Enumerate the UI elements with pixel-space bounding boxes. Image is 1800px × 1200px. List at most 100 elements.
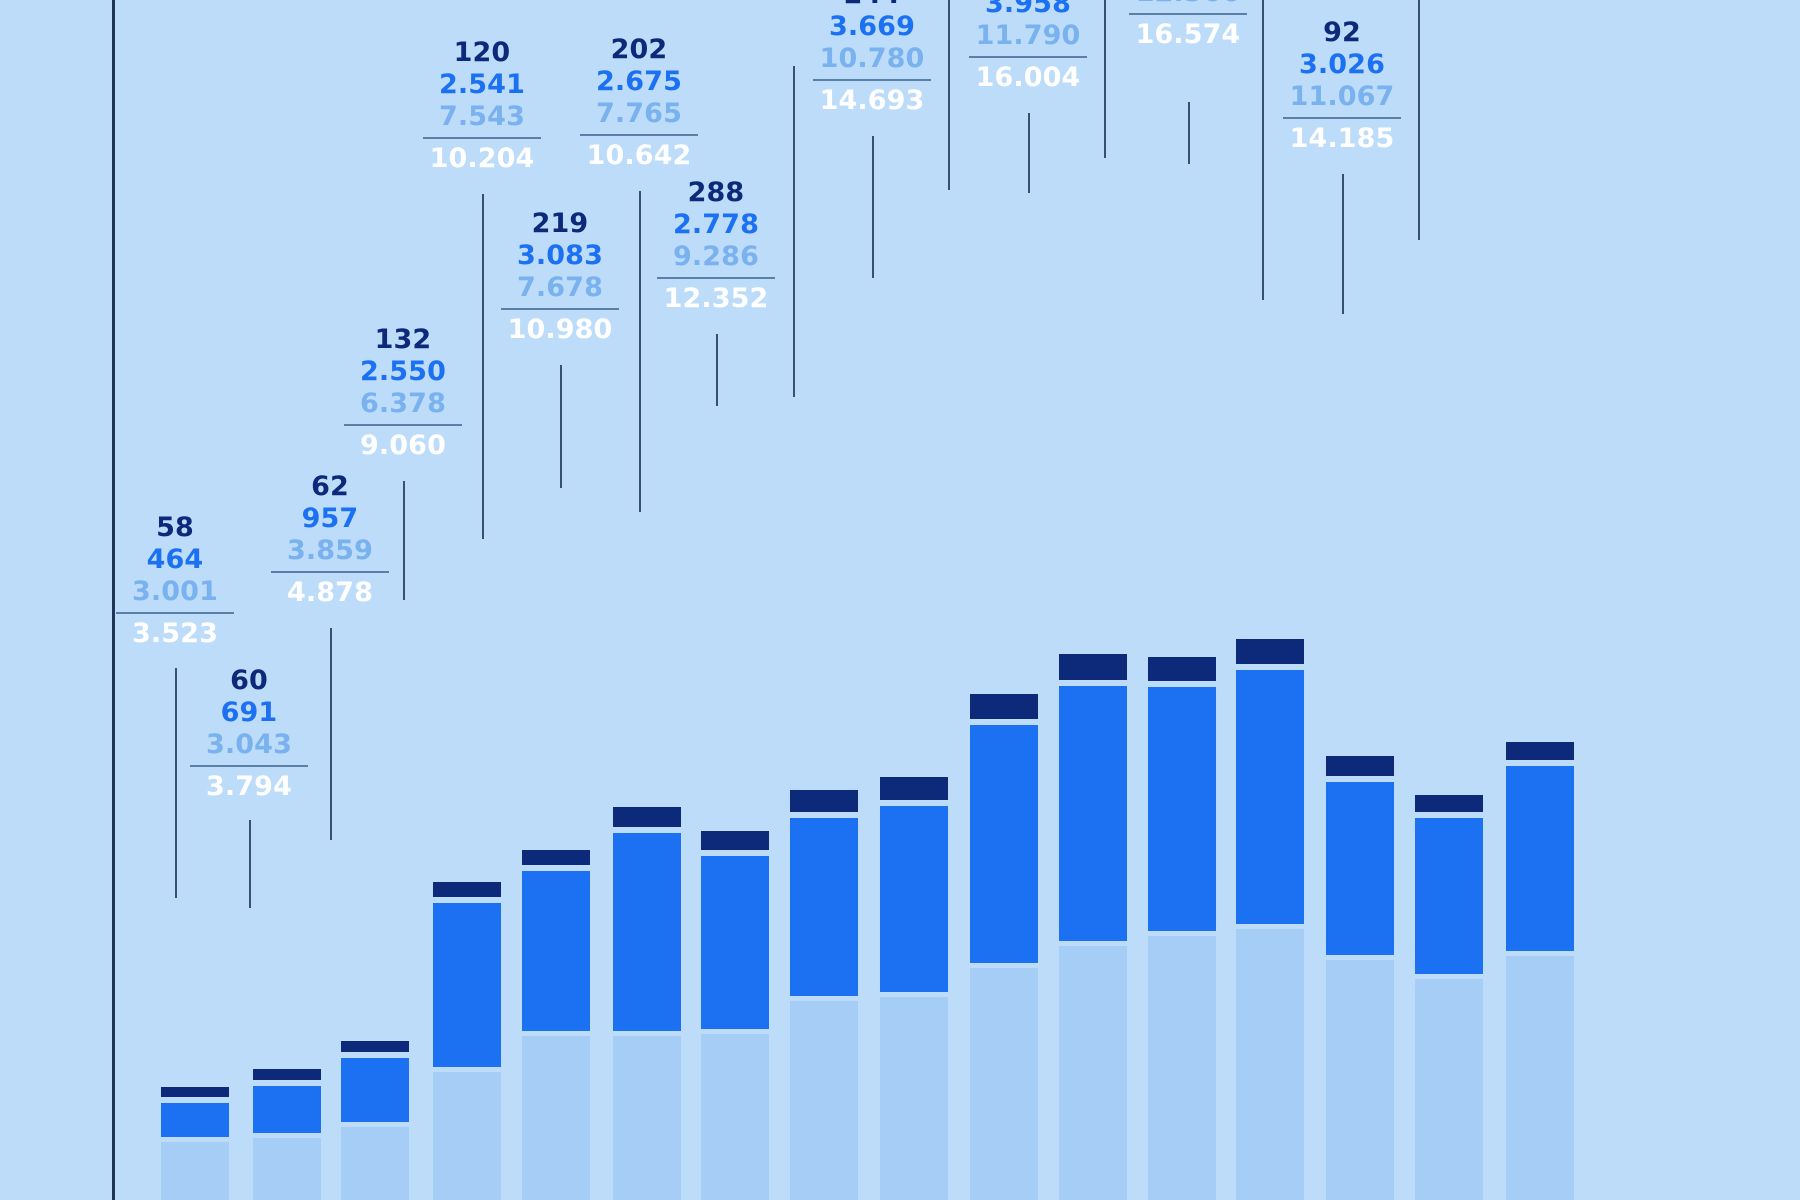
value-label-dark: 92: [1323, 17, 1361, 48]
value-label-light: 7.765: [596, 97, 682, 129]
value-label-light: 12.566: [1078, 0, 1298, 9]
bar-segment-dark: [433, 882, 501, 897]
value-label-dark: 288: [687, 177, 745, 208]
bar-segment-light: [1415, 979, 1483, 1200]
bar-segment-dark: [253, 1069, 321, 1080]
bar-segment-dark: [1148, 657, 1216, 681]
leader-line: [639, 191, 641, 512]
value-label-dark: 202: [610, 34, 668, 65]
value-label-mid: 2.778: [673, 208, 759, 240]
bar-segment-light: [1059, 946, 1127, 1200]
label-divider-rule: [501, 307, 619, 310]
bar-segment-light: [1148, 936, 1216, 1200]
value-label-total: 9.060: [360, 429, 446, 461]
value-label-mid: 691: [220, 696, 278, 728]
bar-segment-light: [970, 968, 1038, 1200]
stacked-bar[interactable]: [253, 1066, 321, 1200]
bar-segment-dark: [880, 777, 948, 800]
value-label-light: 7.678: [517, 271, 603, 303]
leader-line: [1188, 102, 1190, 164]
bar-segment-mid: [1415, 818, 1483, 974]
bar-value-label-group: 62 957 3.859 4.878: [220, 471, 440, 608]
stacked-bar[interactable]: [161, 1084, 229, 1200]
bar-segment-mid: [341, 1058, 409, 1122]
value-label-mid: 957: [301, 502, 359, 534]
label-divider-rule: [580, 133, 698, 136]
bar-value-label-group: 202 2.675 7.765 10.642: [529, 34, 749, 171]
bar-segment-light: [1236, 929, 1304, 1200]
stacked-bar[interactable]: [701, 828, 769, 1200]
bar-segment-mid: [253, 1086, 321, 1133]
bar-segment-light: [341, 1127, 409, 1200]
bar-segment-dark: [1059, 654, 1127, 680]
y-axis-line: [112, 0, 115, 1200]
leader-line: [1342, 174, 1344, 314]
bar-segment-light: [522, 1036, 590, 1200]
label-divider-rule: [116, 611, 234, 614]
bar-value-label-group: 3.75512.56616.574: [1078, 0, 1298, 51]
bar-value-label-group: 288 2.778 9.286 12.352: [606, 177, 826, 314]
bar-value-label-group: 132 2.550 6.378 9.060: [293, 324, 513, 461]
label-divider-rule: [1129, 12, 1247, 15]
stacked-bar[interactable]: [1326, 753, 1394, 1200]
bar-segment-light: [701, 1034, 769, 1200]
leader-line: [793, 66, 795, 397]
value-label-total: 16.004: [975, 61, 1081, 93]
value-label-light: 3.043: [206, 728, 292, 760]
stacked-bar[interactable]: [1059, 651, 1127, 1200]
stacked-bar[interactable]: [1506, 739, 1574, 1200]
leader-line: [872, 136, 874, 278]
value-label-total: 10.980: [507, 313, 613, 345]
stacked-bar[interactable]: [790, 787, 858, 1200]
bar-segment-light: [161, 1142, 229, 1200]
label-divider-rule: [271, 570, 389, 573]
bar-segment-dark: [522, 850, 590, 865]
bar-segment-dark: [1415, 795, 1483, 812]
stacked-bar[interactable]: [613, 804, 681, 1200]
label-divider-rule: [190, 764, 308, 767]
value-label-mid: 3.083: [517, 239, 603, 271]
leader-line: [482, 194, 484, 539]
bar-value-label-group: 120 2.541 7.543 10.204: [372, 37, 592, 174]
value-label-dark: 62: [311, 471, 349, 502]
bar-segment-mid: [880, 806, 948, 992]
label-divider-rule: [1283, 116, 1401, 119]
bar-segment-mid: [970, 725, 1038, 963]
value-label-dark: 132: [374, 324, 432, 355]
bar-segment-dark: [1236, 639, 1304, 664]
value-label-light: 3.859: [287, 534, 373, 566]
value-label-light: 10.780: [819, 42, 925, 74]
stacked-bar[interactable]: [1236, 636, 1304, 1200]
bar-segment-mid: [1148, 687, 1216, 931]
stacked-bar[interactable]: [1415, 792, 1483, 1200]
leader-line: [175, 668, 177, 898]
stacked-bar[interactable]: [433, 879, 501, 1200]
stacked-bar[interactable]: [1148, 654, 1216, 1200]
value-label-total: 10.204: [429, 142, 535, 174]
stacked-bar[interactable]: [880, 774, 948, 1200]
stacked-bar[interactable]: [341, 1038, 409, 1200]
bar-segment-dark: [970, 694, 1038, 719]
value-label-mid: 2.675: [596, 65, 682, 97]
value-label-total: 16.574: [1135, 18, 1241, 50]
bar-segment-mid: [1506, 766, 1574, 951]
bar-segment-light: [613, 1036, 681, 1200]
value-label-mid: 464: [146, 543, 204, 575]
value-label-light: 11.790: [975, 19, 1081, 51]
bar-segment-light: [433, 1072, 501, 1200]
value-label-dark: 120: [453, 37, 511, 68]
bar-segment-dark: [1506, 742, 1574, 760]
value-label-dark: 58: [156, 512, 194, 543]
stacked-bar[interactable]: [970, 691, 1038, 1200]
bar-segment-mid: [522, 871, 590, 1031]
leader-line: [948, 0, 950, 190]
value-label-total: 10.642: [586, 139, 692, 171]
stacked-bar[interactable]: [522, 847, 590, 1200]
value-label-light: 11.067: [1289, 80, 1395, 112]
leader-line: [560, 365, 562, 488]
value-label-dark: 244: [762, 0, 982, 11]
value-label-light: 7.543: [439, 100, 525, 132]
bar-segment-dark: [790, 790, 858, 812]
value-label-dark: 60: [230, 665, 268, 696]
